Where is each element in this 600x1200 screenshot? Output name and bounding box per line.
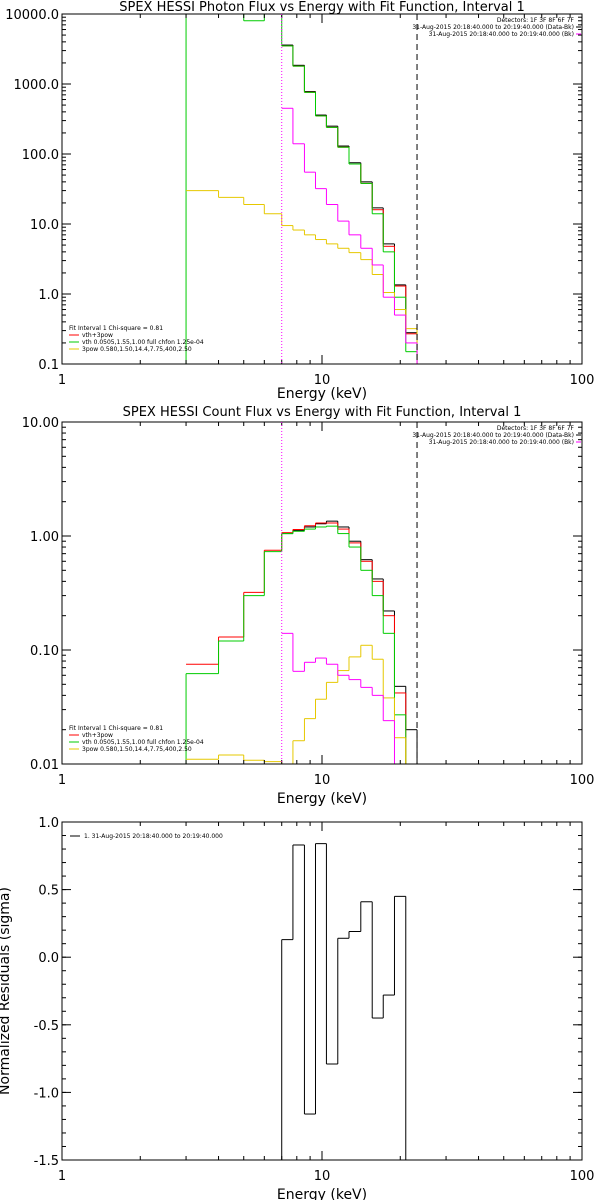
x-tick-label: 10: [314, 373, 331, 388]
header-line: 31-Aug-2015 20:18:40.000 to 20:19:40.000…: [412, 24, 574, 31]
x-axis-label: Energy (keV): [277, 791, 367, 807]
header-line: 31-Aug-2015 20:18:40.000 to 20:19:40.000…: [412, 432, 574, 439]
y-tick-label: -1.0: [34, 1086, 59, 1101]
x-tick-label: 100: [570, 1169, 595, 1184]
y-axis-label: Normalized Residuals (sigma): [0, 887, 13, 1095]
count-flux-panel: 1 10 100 0.01 0.10 1.00 10.00 SPEX HESSI Count …: [22, 405, 595, 807]
chart-title: SPEX HESSI Photon Flux vs Energy with Fi…: [119, 0, 525, 15]
series-vth-3pow: [281, 45, 418, 364]
legend-label: 3pow 0.580,1.50,14.4,7.75,400,2.50: [82, 346, 192, 353]
y-tick-label: 1000.0: [14, 78, 60, 93]
header-line: 31-Aug-2015 20:18:40.000 to 20:19:40.000…: [429, 439, 574, 446]
series-bk: [281, 632, 395, 764]
axes-frame: [61, 421, 583, 765]
series-vth: [185, 525, 407, 764]
legend-label: 1. 31-Aug-2015 20:18:40.000 to 20:19:40.…: [84, 833, 223, 840]
legend-label: vth+3pow: [82, 332, 113, 339]
y-tick-label: 0.01: [30, 758, 59, 773]
series-3pow: [186, 190, 418, 364]
x-tick-label: 100: [570, 373, 595, 388]
y-tick-label: 10.0: [30, 218, 59, 233]
x-tick-label: 10: [314, 1169, 331, 1184]
legend-header: Fit Interval 1 Chi-square = 0.81: [69, 725, 163, 732]
y-tick-label: 1.0: [38, 288, 59, 303]
legend-label: vth+3pow: [82, 732, 113, 739]
x-tick-label: 1: [58, 773, 66, 788]
legend-label: 3pow 0.580,1.50,14.4,7.75,400,2.50: [82, 746, 192, 753]
series-bk: [281, 107, 418, 364]
x-tick-label: 100: [570, 773, 595, 788]
photon-flux-panel: 1 10 100 0.1 1.0 10.0 100.0 1000.0 10000.0 SPEX H…: [5, 0, 594, 402]
plot-area: [281, 843, 407, 1160]
series-data-bk: [281, 520, 418, 764]
x-tick-label: 1: [58, 373, 66, 388]
x-tick-label: 1: [58, 1169, 66, 1184]
y-tick-label: 0.10: [30, 644, 59, 659]
y-tick-label: 1.00: [30, 530, 59, 545]
series-3pow: [186, 644, 407, 764]
residuals-panel: 1 10 100 -1.5 -1.0 -0.5 0.0 0.5 1.0 Energy (keV) N…: [0, 816, 594, 1200]
chart-title: SPEX HESSI Count Flux vs Energy with Fit…: [123, 405, 522, 420]
axes-frame: [61, 821, 583, 1161]
y-tick-label: 10.00: [22, 416, 59, 431]
y-tick-label: 1.0: [38, 816, 59, 831]
series-residuals: [281, 843, 407, 1160]
legend-label: vth 0.0505,1.55,1.00 full chfon 1.25e-04: [82, 739, 204, 746]
legend-label: vth 0.0505,1.55,1.00 full chfon 1.25e-04: [82, 339, 204, 346]
y-tick-label: -1.5: [34, 1154, 59, 1169]
x-axis-label: Energy (keV): [277, 386, 367, 402]
y-tick-label: 0.0: [38, 951, 59, 966]
series-vth: [185, 14, 418, 364]
y-tick-label: 0.1: [38, 358, 59, 373]
x-tick-label: 10: [314, 773, 331, 788]
y-tick-label: 100.0: [22, 148, 59, 163]
header-line: Detectors: 1F 3F 8F 6F 7F: [497, 17, 575, 24]
header-line: 31-Aug-2015 20:18:40.000 to 20:19:40.000…: [429, 31, 574, 38]
x-axis-label: Energy (keV): [277, 1187, 367, 1200]
plot-area: [185, 14, 418, 364]
y-tick-label: 0.5: [38, 884, 59, 899]
series-data-bk: [281, 44, 418, 364]
series-vth-3pow: [186, 522, 407, 764]
y-tick-label: -0.5: [34, 1019, 59, 1034]
header-line: Detectors: 1F 3F 8F 6F 7F: [497, 425, 575, 432]
plot-area: [185, 520, 418, 764]
y-tick-label: 10000.0: [5, 8, 59, 23]
legend-header: Fit Interval 1 Chi-square = 0.81: [69, 325, 163, 332]
